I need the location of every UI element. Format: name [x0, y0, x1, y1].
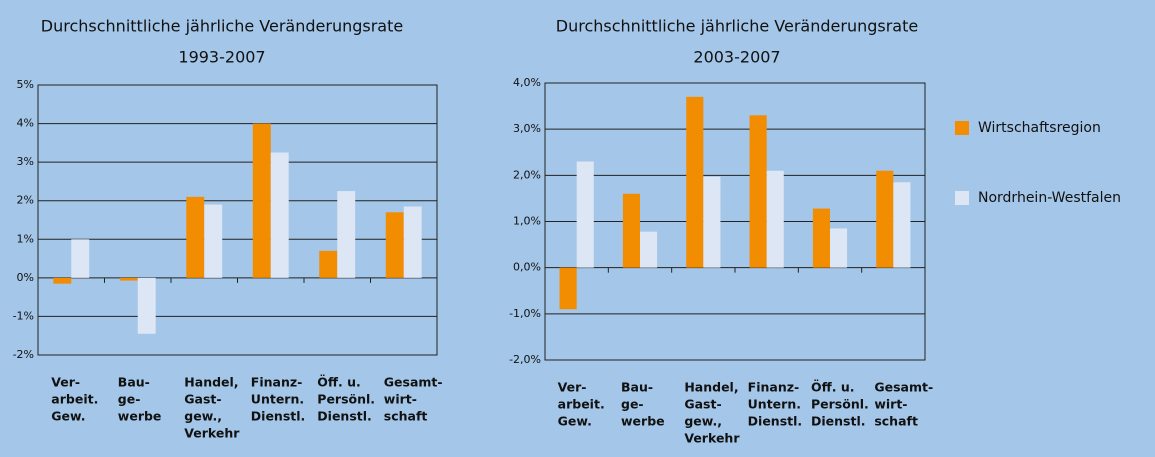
x-tick-label: Bau- — [621, 380, 653, 395]
y-tick-label: 0,0% — [513, 261, 541, 274]
y-tick-label: 2,0% — [513, 168, 541, 181]
chart-subtitle: 1993-2007 — [178, 48, 265, 67]
y-tick-label: -2% — [13, 348, 34, 361]
x-tick-label: Dienstl. — [317, 409, 372, 424]
y-tick-label: 0% — [17, 271, 34, 284]
chart-subtitle: 2003-2007 — [693, 48, 780, 67]
y-tick-label: -1% — [13, 309, 34, 322]
chart-title: Durchschnittliche jährliche Veränderungs… — [556, 17, 918, 36]
legend-swatch — [955, 121, 969, 135]
bar — [403, 206, 422, 278]
bar — [766, 170, 784, 268]
y-tick-label: 1,0% — [513, 215, 541, 228]
y-tick-label: 3,0% — [513, 122, 541, 135]
x-tick-label: Handel, — [684, 380, 738, 395]
x-tick-label: Ver- — [558, 380, 587, 395]
x-tick-label: werbe — [118, 409, 162, 424]
x-tick-label: Verkehr — [184, 426, 240, 441]
x-tick-label: Gesamt- — [384, 375, 443, 390]
bar — [252, 123, 271, 278]
x-tick-label: Dienstl. — [748, 414, 803, 429]
bar — [893, 182, 911, 268]
bar — [119, 277, 138, 281]
bar — [137, 277, 156, 334]
x-tick-label: Handel, — [184, 375, 238, 390]
bar — [385, 212, 404, 278]
x-tick-label: ge- — [118, 392, 141, 407]
y-tick-label: 3% — [17, 155, 34, 168]
x-tick-label: Gew. — [558, 414, 592, 429]
x-tick-label: Persönl. — [317, 392, 375, 407]
x-tick-label: Bau- — [118, 375, 150, 390]
x-tick-label: Verkehr — [684, 431, 740, 446]
bar — [337, 191, 356, 278]
x-tick-label: schaft — [874, 414, 918, 429]
bar — [749, 115, 767, 268]
y-tick-label: 1% — [17, 232, 34, 245]
y-tick-label: 5% — [17, 78, 34, 91]
x-tick-label: Gew. — [51, 409, 85, 424]
bar — [876, 170, 894, 268]
x-tick-label: wirt- — [384, 392, 417, 407]
x-tick-label: Finanz- — [748, 380, 800, 395]
x-tick-label: wirt- — [874, 397, 907, 412]
bar — [204, 204, 223, 278]
x-tick-label: werbe — [621, 414, 665, 429]
x-tick-label: gew., — [184, 409, 222, 424]
bar — [703, 176, 721, 268]
y-tick-label: -2,0% — [509, 353, 541, 366]
x-tick-label: Dienstl. — [251, 409, 305, 424]
bar — [270, 152, 289, 278]
bar — [812, 208, 830, 268]
bar — [640, 231, 658, 268]
x-tick-label: Gast- — [684, 397, 721, 412]
x-tick-label: Finanz- — [251, 375, 303, 390]
legend-swatch — [955, 191, 969, 205]
x-tick-label: Gast- — [184, 392, 221, 407]
x-tick-label: arbeit. — [51, 392, 98, 407]
bar — [686, 96, 704, 268]
bar — [622, 193, 640, 268]
x-tick-label: Öff. u. — [317, 375, 361, 390]
y-tick-label: 4% — [17, 117, 34, 130]
legend-label: Nordrhein-Westfalen — [978, 190, 1121, 206]
bar — [53, 277, 72, 284]
bar — [559, 267, 577, 310]
x-tick-label: Untern. — [748, 397, 801, 412]
x-tick-label: Öff. u. — [811, 380, 855, 395]
bar — [830, 228, 848, 268]
legend-label: Wirtschaftsregion — [978, 120, 1101, 136]
x-tick-label: Persönl. — [811, 397, 869, 412]
x-tick-label: schaft — [384, 409, 428, 424]
bar — [319, 250, 338, 278]
bar — [186, 196, 205, 278]
x-tick-label: gew., — [684, 414, 722, 429]
x-tick-label: arbeit. — [558, 397, 605, 412]
x-tick-label: Untern. — [251, 392, 304, 407]
y-tick-label: 4,0% — [513, 76, 541, 89]
x-tick-label: ge- — [621, 397, 644, 412]
bar — [576, 161, 594, 268]
y-tick-label: 2% — [17, 194, 34, 207]
x-tick-label: Gesamt- — [874, 380, 933, 395]
x-tick-label: Dienstl. — [811, 414, 866, 429]
x-tick-label: Ver- — [51, 375, 80, 390]
y-tick-label: -1,0% — [509, 307, 541, 320]
chart-title: Durchschnittliche jährliche Veränderungs… — [41, 17, 403, 36]
bar — [71, 239, 90, 278]
